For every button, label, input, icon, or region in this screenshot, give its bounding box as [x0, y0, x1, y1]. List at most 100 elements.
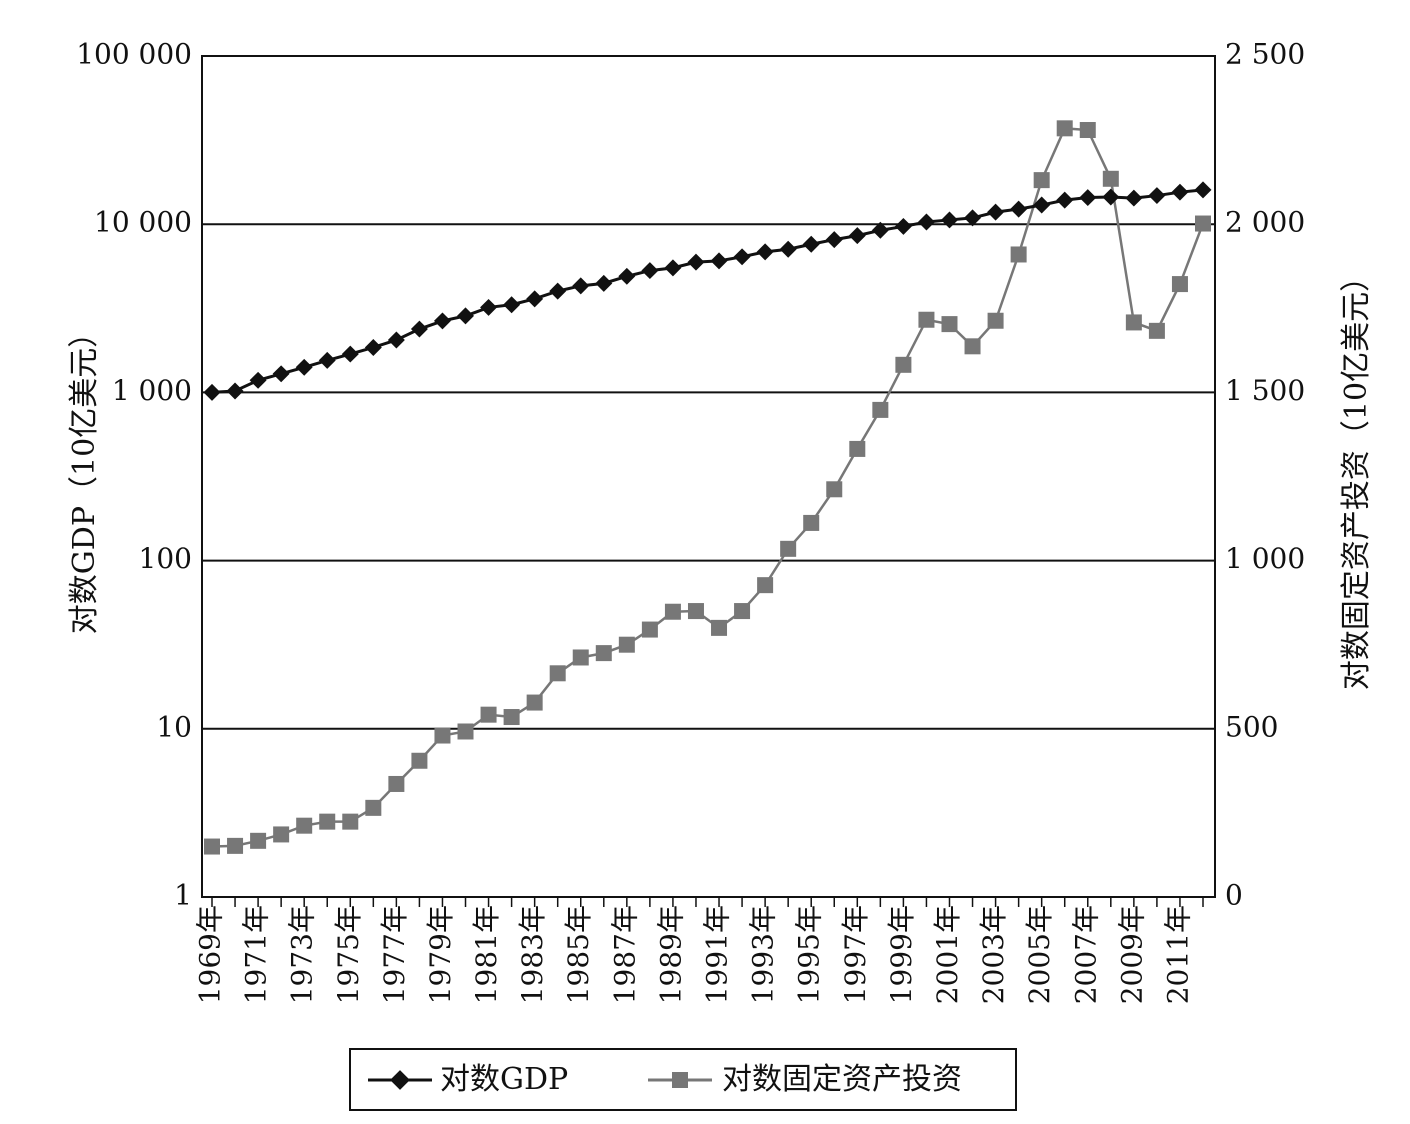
data-point-gdp: [249, 371, 267, 389]
series-line-1: [211, 127, 1205, 848]
legend: 对数GDP 对数固定资产投资: [349, 1048, 1017, 1111]
data-point-gdp: [1148, 187, 1166, 205]
data-point-gdp: [272, 365, 290, 383]
data-point-gdp: [779, 240, 797, 258]
y-right-tick-label: 1 000: [1225, 542, 1305, 575]
data-point-gdp: [802, 235, 820, 253]
data-point-investment: [549, 665, 566, 682]
x-tick-label: 1983年: [516, 905, 549, 1004]
x-axis-ticks: 1969年 1971年 1973年 1975年 1977年 1979年 1981年 1983年…: [194, 897, 1204, 1004]
y-right-tick-label: 0: [1225, 879, 1243, 912]
y-left-tick-label: 100 000: [76, 38, 192, 71]
data-point-gdp: [1171, 183, 1189, 201]
plot-frame: [201, 55, 1216, 898]
data-point-investment: [711, 619, 728, 636]
legend-entry-investment: 对数固定资产投资: [648, 1062, 962, 1097]
series-line-0: [211, 188, 1204, 394]
data-point-investment: [895, 356, 912, 373]
data-point-gdp: [756, 243, 774, 261]
left-axis-ticks: 1 10 100 1 000 10 000 100 000: [76, 38, 192, 912]
data-point-investment: [664, 603, 681, 620]
data-point-investment: [296, 817, 313, 834]
data-point-investment: [365, 799, 382, 816]
y-right-tick-label: 1 500: [1225, 374, 1305, 407]
data-point-gdp: [526, 290, 544, 308]
x-tick-label: 1989年: [654, 905, 687, 1004]
y-right-tick-label: 2 500: [1225, 38, 1305, 71]
data-point-gdp: [457, 307, 474, 325]
data-point-gdp: [480, 298, 498, 316]
gridlines: [202, 223, 1215, 730]
data-point-investment: [1056, 120, 1073, 137]
data-point-investment: [1195, 215, 1211, 232]
data-point-gdp: [987, 203, 1005, 221]
data-point-gdp: [595, 274, 613, 292]
legend-marker-gdp: [390, 1070, 410, 1090]
data-point-investment: [1010, 246, 1027, 263]
data-point-investment: [872, 401, 889, 418]
x-tick-label: 1987年: [608, 905, 641, 1004]
data-point-investment: [1125, 314, 1142, 331]
x-tick-label: 2009年: [1115, 905, 1148, 1004]
data-point-gdp: [1194, 181, 1212, 199]
data-point-investment: [734, 603, 751, 620]
data-point-gdp: [549, 282, 567, 300]
data-point-investment: [204, 838, 220, 855]
x-tick-label: 2005年: [1023, 905, 1056, 1004]
x-tick-label: 2001年: [931, 905, 964, 1004]
data-point-investment: [411, 752, 428, 769]
y-left-tick-label: 1: [174, 879, 192, 912]
data-point-investment: [434, 727, 451, 744]
x-tick-label: 1985年: [562, 905, 595, 1004]
y-left-tick-label: 100: [139, 542, 192, 575]
x-tick-label: 1993年: [747, 905, 780, 1004]
data-point-investment: [1171, 276, 1188, 293]
data-point-gdp: [295, 358, 313, 376]
data-point-gdp: [1102, 188, 1120, 206]
data-point-gdp: [1010, 200, 1028, 218]
data-point-investment: [480, 706, 497, 723]
x-tick-label: 2007年: [1069, 905, 1102, 1004]
data-point-gdp: [226, 382, 244, 400]
data-point-gdp: [710, 252, 728, 270]
data-point-investment: [687, 603, 704, 620]
data-point-gdp: [318, 351, 336, 369]
data-point-gdp: [848, 227, 866, 245]
data-point-gdp: [433, 312, 451, 330]
data-point-gdp: [387, 331, 405, 349]
series-lines: [211, 127, 1205, 848]
data-point-investment: [1079, 122, 1096, 139]
left-axis-title: 对数GDP（10亿美元）: [67, 318, 102, 634]
data-point-gdp: [733, 248, 751, 266]
x-tick-label: 1969年: [194, 905, 227, 1004]
legend-label-gdp: 对数GDP: [440, 1062, 568, 1097]
data-point-investment: [342, 813, 359, 830]
data-point-investment: [1102, 170, 1119, 187]
data-point-gdp: [341, 345, 359, 363]
y-left-tick-label: 10 000: [94, 206, 192, 239]
data-point-investment: [987, 312, 1004, 329]
x-tick-label: 1995年: [793, 905, 826, 1004]
data-point-gdp: [203, 383, 221, 401]
data-point-gdp: [503, 296, 521, 314]
y-left-tick-label: 10: [156, 710, 192, 743]
x-tick-label: 1999年: [885, 905, 918, 1004]
data-point-gdp: [941, 211, 958, 229]
x-tick-label: 2003年: [977, 905, 1010, 1004]
data-point-gdp: [1056, 191, 1074, 209]
data-point-gdp: [1079, 189, 1097, 207]
data-point-gdp: [641, 262, 659, 280]
data-point-gdp: [1125, 189, 1143, 207]
data-point-gdp: [410, 320, 428, 338]
data-point-investment: [826, 481, 843, 498]
data-point-investment: [964, 338, 981, 355]
x-tick-label: 1973年: [286, 905, 319, 1004]
y-left-tick-label: 1 000: [112, 374, 192, 407]
x-tick-label: 1981年: [470, 905, 503, 1004]
data-point-investment: [388, 775, 405, 792]
data-point-gdp: [894, 217, 912, 235]
data-point-gdp: [825, 231, 843, 249]
data-point-investment: [941, 316, 958, 333]
